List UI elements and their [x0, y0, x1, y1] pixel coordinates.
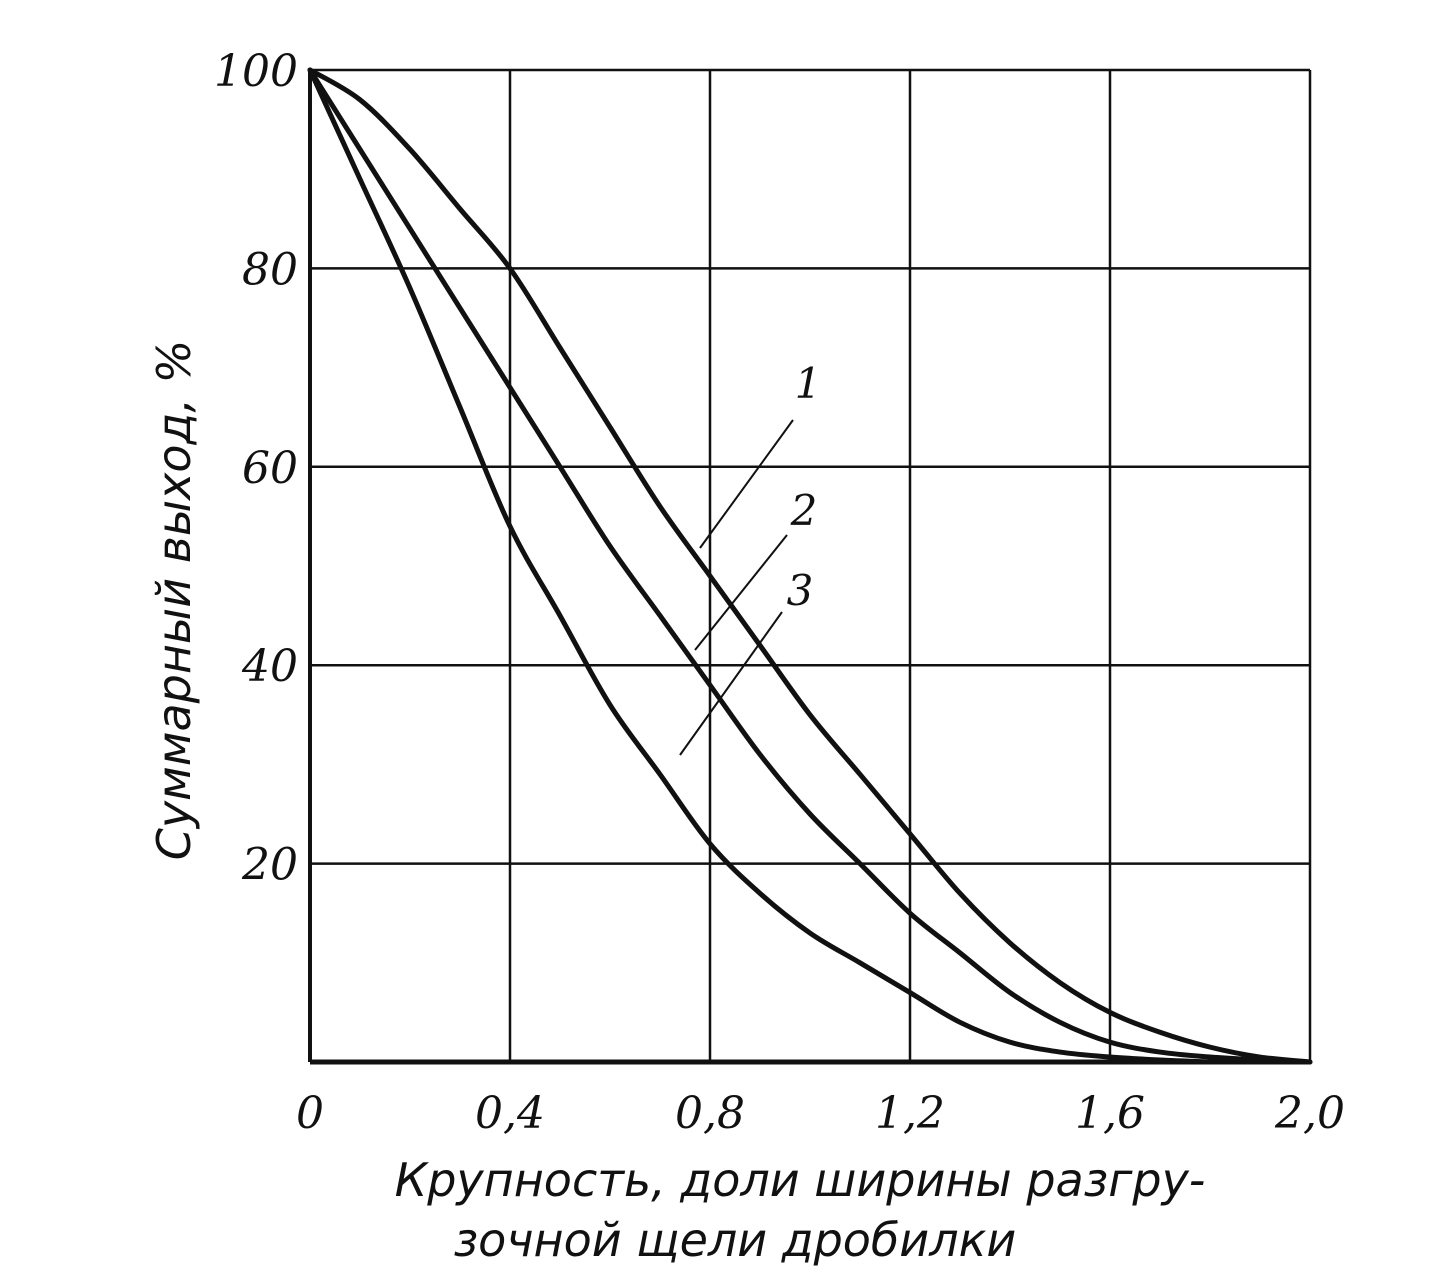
curve-label-3: 3: [787, 566, 814, 615]
curve-leader-lines: [679, 419, 794, 756]
curve-label-1: 1: [795, 359, 822, 408]
y-tick-label: 100: [214, 46, 298, 97]
y-tick-label: 40: [241, 641, 298, 692]
curve-label-2: 2: [790, 486, 818, 535]
x-tick-label: 0,4: [475, 1088, 545, 1139]
x-tick-label: 1,6: [1075, 1088, 1145, 1139]
series-line-1: [307, 67, 1313, 1065]
leader-line-3: [679, 611, 783, 756]
y-tick-labels: 20 40 60 80 100: [214, 46, 298, 891]
series-line-3: [307, 67, 1213, 1065]
y-tick-label: 80: [242, 244, 298, 295]
x-tick-label: 1,2: [875, 1088, 945, 1139]
x-tick-label: 0: [296, 1088, 324, 1139]
grid: [308, 68, 1312, 1065]
leader-line-2: [694, 534, 788, 651]
series-line-2: [307, 67, 1313, 1065]
x-tick-label: 0,8: [675, 1088, 745, 1139]
y-axis-title: Суммарный выход, %: [147, 340, 201, 861]
leader-line-1: [699, 419, 794, 549]
x-tick-label: 2,0: [1274, 1088, 1345, 1139]
y-tick-label: 20: [241, 840, 298, 891]
x-tick-labels: 0 0,4 0,8 1,2 1,6 2,0: [296, 1088, 1345, 1139]
x-axis-title-line1: Крупность, доли ширины разгру-: [395, 1153, 1206, 1207]
curve-labels: 1 2 3: [787, 359, 822, 615]
series-lines: [307, 67, 1313, 1065]
y-tick-label: 60: [242, 443, 298, 494]
x-axis-title-line2: зочной щели дробилки: [454, 1213, 1017, 1267]
